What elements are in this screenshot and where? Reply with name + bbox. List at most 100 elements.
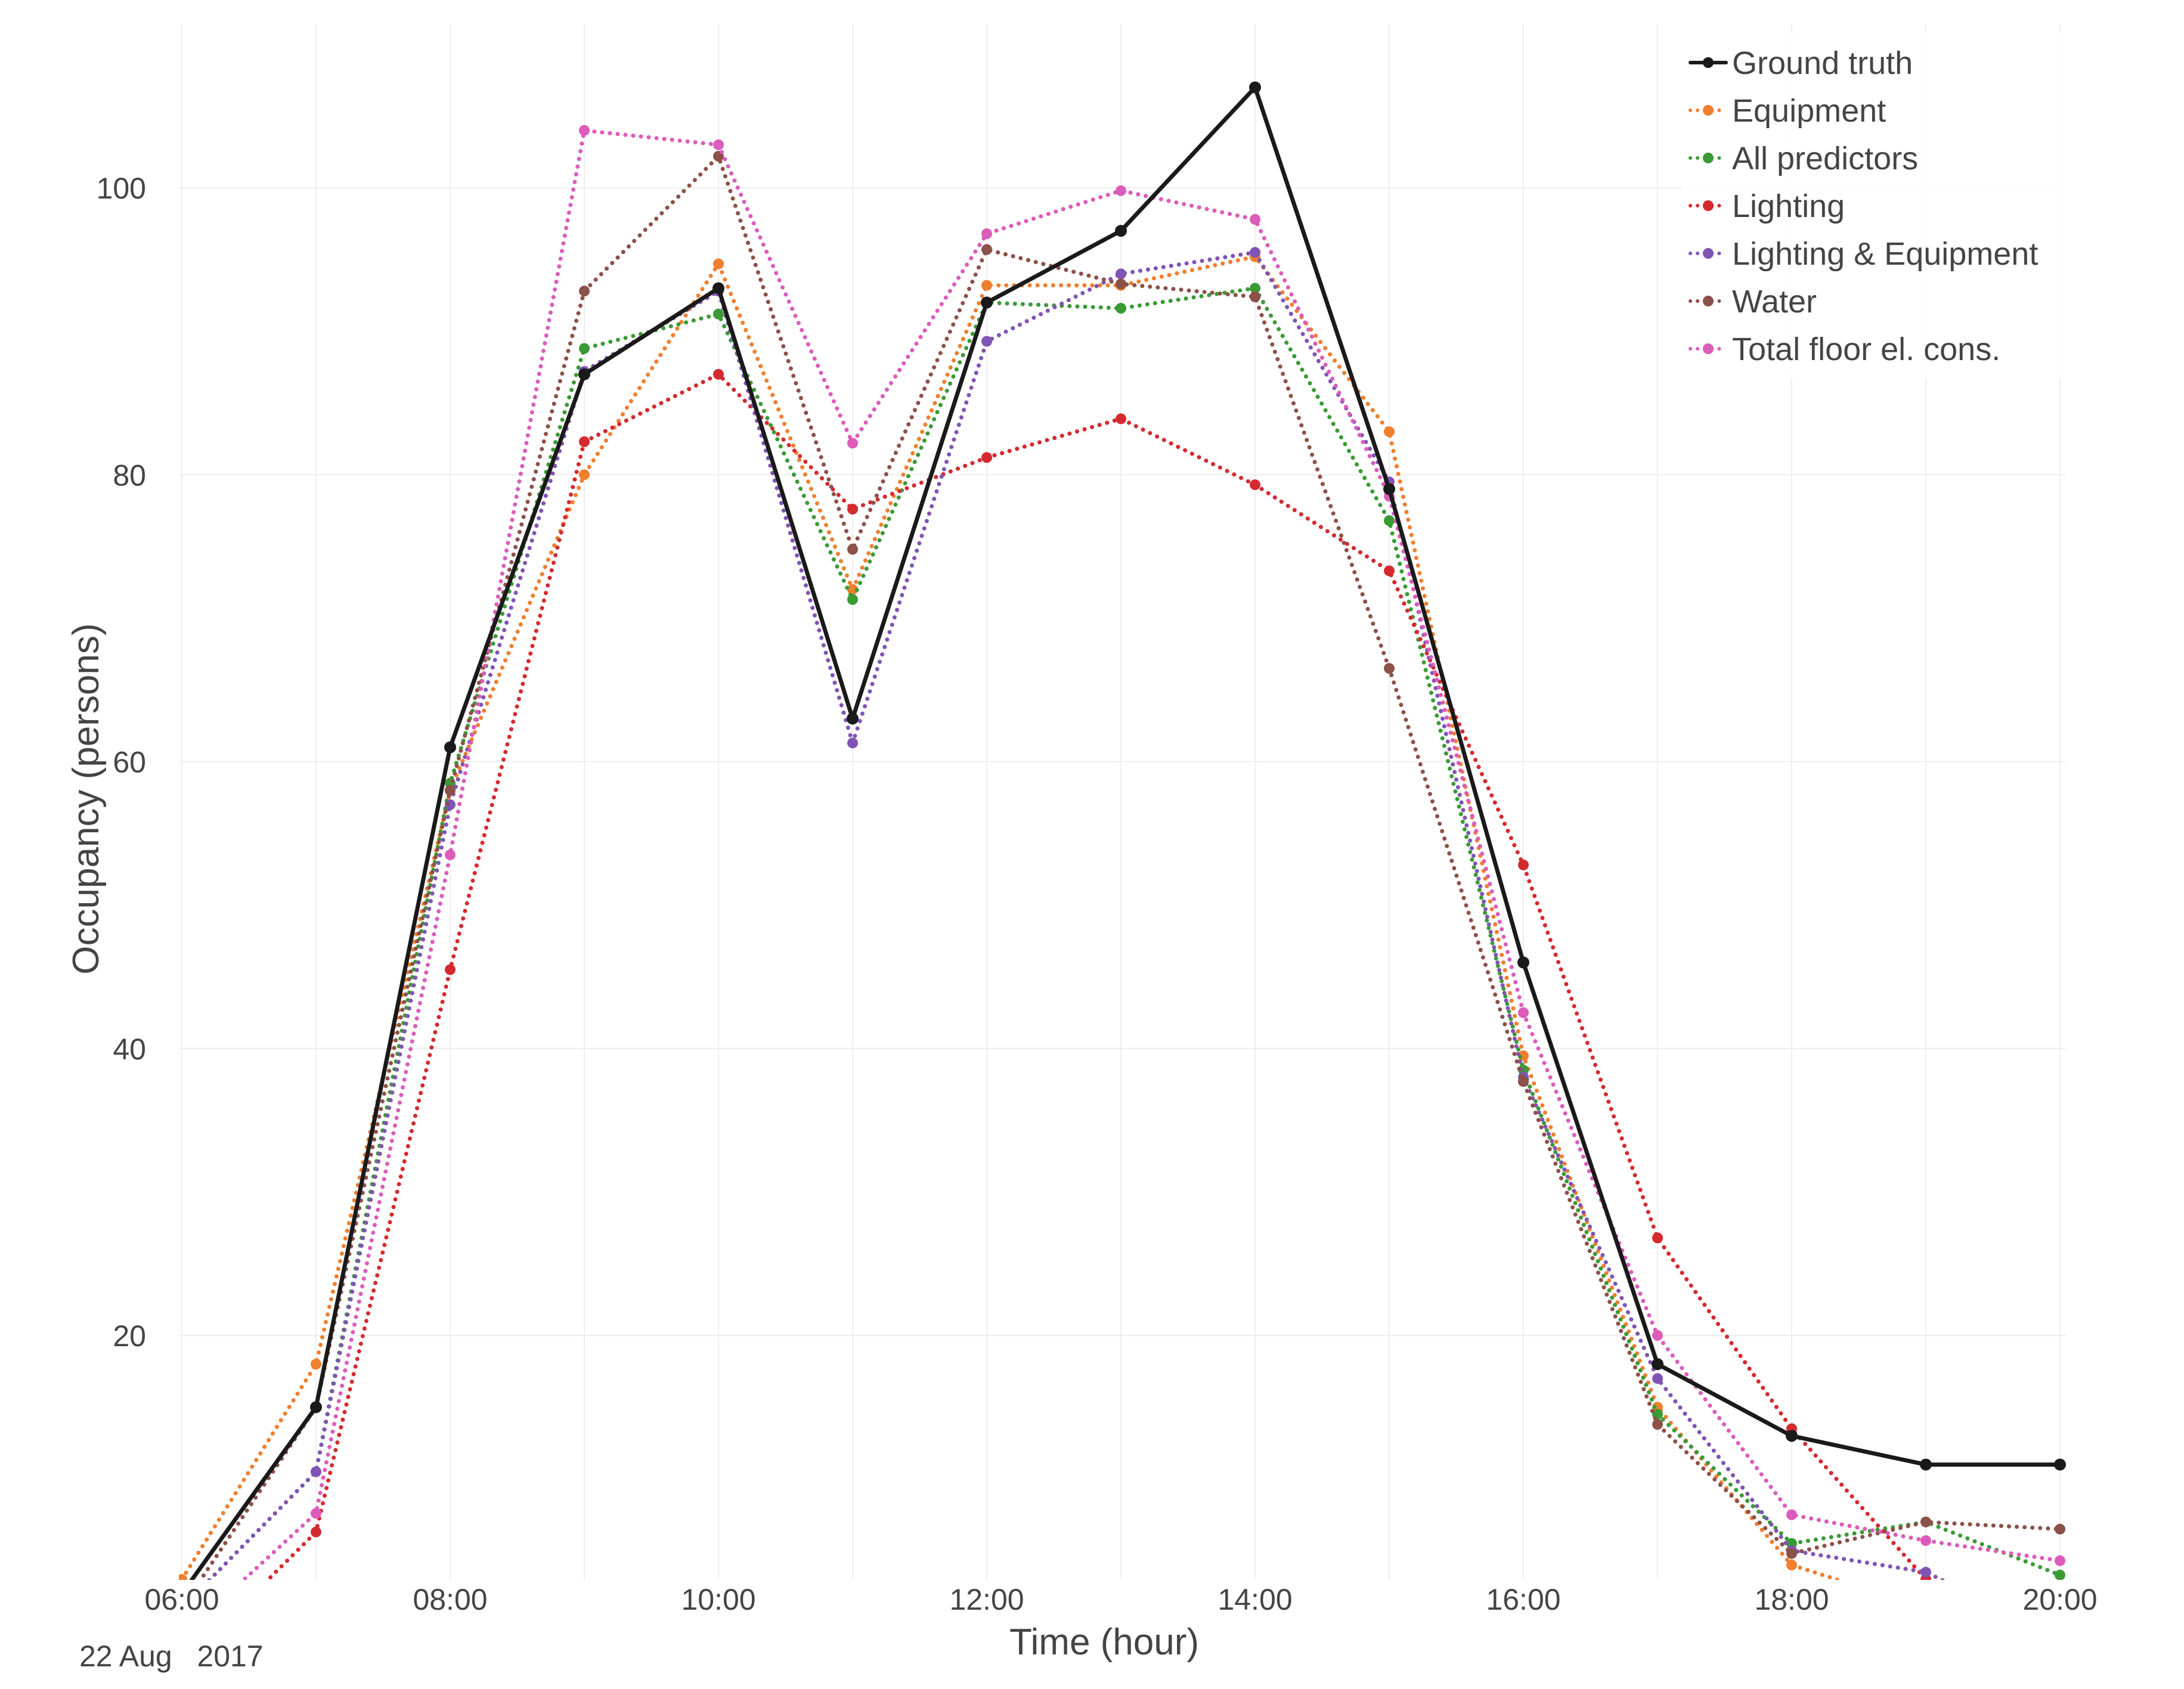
- legend-label: Ground truth: [1732, 45, 1913, 81]
- data-point: [310, 1401, 322, 1414]
- data-point: [1383, 483, 1395, 495]
- data-point: [1517, 956, 1529, 969]
- legend-item[interactable]: All predictors: [1689, 141, 1918, 176]
- y-tick-label: 100: [97, 172, 146, 205]
- data-point: [1652, 1373, 1663, 1384]
- data-point: [981, 452, 992, 463]
- legend-item[interactable]: Total floor el. cons.: [1689, 331, 2000, 367]
- data-point: [1920, 1603, 1931, 1613]
- data-point: [1786, 1548, 1797, 1559]
- legend: Ground truth Equipment All predictors Light…: [1681, 33, 2072, 379]
- data-point: [1920, 1516, 1931, 1527]
- y-axis-title: Occupancy (persons): [66, 623, 107, 974]
- data-point: [1384, 515, 1395, 526]
- data-point: [1250, 283, 1260, 294]
- x-tick-label: 10:00: [681, 1583, 755, 1616]
- data-point: [579, 469, 590, 481]
- legend-item[interactable]: Equipment: [1689, 93, 1886, 129]
- data-point: [444, 741, 456, 754]
- data-point: [1116, 413, 1126, 424]
- data-point: [712, 282, 724, 295]
- data-point: [981, 336, 992, 347]
- data-point: [1116, 268, 1126, 280]
- data-point: [1250, 479, 1260, 491]
- data-point: [1652, 1358, 1663, 1371]
- data-point: [1384, 426, 1395, 438]
- legend-label: Lighting: [1732, 188, 1845, 224]
- data-point: [1652, 1232, 1663, 1244]
- data-point: [2055, 1631, 2065, 1642]
- data-point: [445, 849, 456, 860]
- legend-label: Water: [1732, 284, 1817, 320]
- legend-marker: [1703, 343, 1714, 354]
- legend-marker: [1703, 200, 1714, 211]
- data-point: [1920, 1458, 1932, 1471]
- x-tick-label: 06:00: [144, 1583, 219, 1616]
- data-point: [2055, 1555, 2065, 1566]
- data-point: [1786, 1430, 1798, 1442]
- data-point: [713, 308, 724, 320]
- y-tick-label: 80: [113, 458, 146, 492]
- series-lighting: [265, 368, 1931, 1580]
- x-tick-label: 18:00: [1754, 1583, 1829, 1616]
- legend-label: All predictors: [1732, 141, 1918, 176]
- legend-item[interactable]: Ground truth: [1689, 45, 1913, 81]
- data-point: [1786, 1560, 1797, 1570]
- data-point: [847, 544, 858, 555]
- data-point: [1652, 1330, 1663, 1341]
- data-point: [179, 1574, 187, 1580]
- series-line-lighting-equipment: [206, 250, 1947, 1580]
- data-point: [2055, 1660, 2065, 1671]
- data-point: [1518, 859, 1529, 870]
- data-point: [847, 584, 858, 595]
- y-tick-label: 60: [113, 746, 146, 779]
- data-point: [847, 504, 858, 515]
- legend-label: Lighting & Equipment: [1732, 236, 2038, 272]
- data-point: [1116, 185, 1126, 196]
- series-lines: [179, 81, 2066, 1671]
- data-point: [311, 1359, 321, 1370]
- data-point: [311, 1508, 321, 1519]
- data-point: [2054, 1458, 2066, 1471]
- legend-item[interactable]: Lighting & Equipment: [1689, 236, 2038, 272]
- data-point: [1115, 225, 1127, 237]
- series-line-all-predictors: [206, 286, 2062, 1580]
- data-point: [847, 594, 858, 605]
- data-point: [445, 964, 456, 975]
- data-point: [1384, 663, 1395, 674]
- data-point: [1384, 565, 1395, 577]
- data-point: [1250, 213, 1260, 225]
- data-point: [713, 368, 724, 380]
- gridlines: [179, 24, 2066, 1580]
- legend-marker: [1703, 105, 1714, 116]
- data-point: [981, 228, 992, 239]
- data-point: [981, 244, 992, 255]
- data-point: [2055, 1523, 2065, 1535]
- x-tick-label: 14:00: [1218, 1583, 1292, 1616]
- data-point: [1116, 303, 1126, 314]
- x-axis-ticks: 06:00 08:00 10:00 12:00 14:00 16:00 18:00 20:00: [144, 1583, 2097, 1616]
- legend-item[interactable]: Water: [1689, 284, 1817, 320]
- legend-marker: [1703, 296, 1714, 306]
- data-point: [847, 737, 858, 749]
- x-tick-label: 16:00: [1486, 1583, 1560, 1616]
- x-tick-label: 20:00: [2022, 1583, 2097, 1616]
- data-point: [981, 280, 992, 291]
- data-point: [1786, 1509, 1797, 1520]
- x-tick-label: 12:00: [949, 1583, 1024, 1616]
- series-total-floor-el-cons: [240, 125, 2065, 1580]
- data-point: [713, 139, 724, 150]
- data-point: [713, 258, 724, 269]
- legend-background: [1681, 33, 2072, 379]
- data-point: [1652, 1419, 1663, 1430]
- legend-marker: [1703, 153, 1714, 163]
- data-point: [847, 712, 859, 725]
- data-point: [981, 296, 993, 309]
- legend-item[interactable]: Lighting: [1689, 188, 1845, 224]
- legend-label: Equipment: [1732, 93, 1886, 129]
- y-tick-label: 20: [113, 1319, 146, 1353]
- x-axis-title: Time (hour): [1009, 1622, 1199, 1663]
- y-tick-label: 40: [113, 1033, 146, 1066]
- data-point: [1518, 1007, 1529, 1018]
